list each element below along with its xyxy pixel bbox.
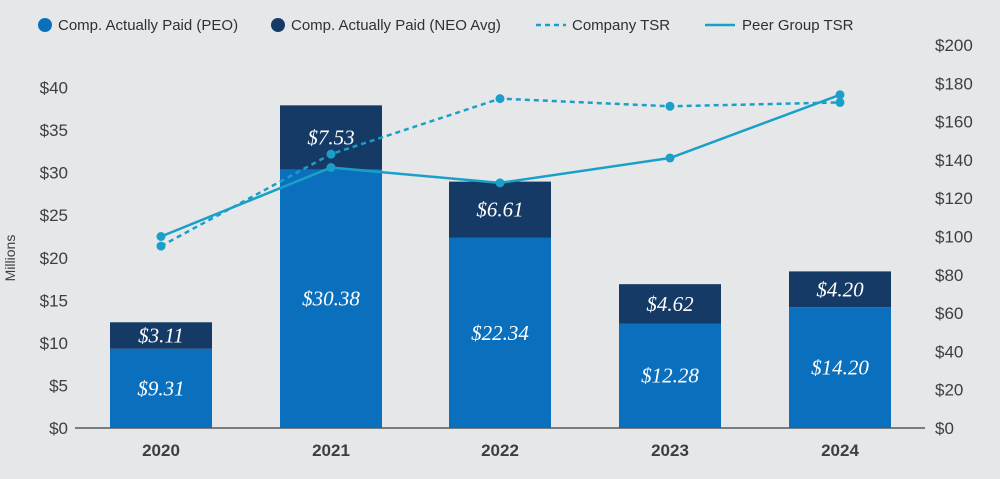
legend-label: Peer Group TSR — [742, 17, 854, 34]
bar-neo-avg — [280, 105, 382, 170]
y-tick-label: $0 — [49, 419, 68, 438]
y-tick-label: $30 — [40, 164, 68, 183]
bar-label-peo: $9.31 — [137, 376, 184, 400]
y-tick-label: $15 — [40, 291, 68, 310]
legend-label: Comp. Actually Paid (NEO Avg) — [291, 17, 501, 34]
y2-tick-label: $80 — [935, 266, 963, 285]
bar-neo-avg — [789, 271, 891, 308]
y2-tick-label: $100 — [935, 228, 973, 247]
bar-label-neo-avg: $4.62 — [646, 292, 694, 316]
bar-neo-avg — [449, 181, 551, 238]
bar-label-peo: $22.34 — [471, 321, 529, 345]
x-tick-label: 2021 — [312, 441, 350, 460]
legend-swatch — [38, 18, 52, 32]
peer-group-tsr-point — [495, 178, 505, 188]
legend: Comp. Actually Paid (PEO) Comp. Actually … — [38, 17, 854, 34]
y2-tick-label: $120 — [935, 189, 973, 208]
peer-group-tsr-point — [156, 232, 166, 241]
bar-peo — [619, 323, 721, 428]
y2-tick-label: $180 — [935, 74, 973, 93]
bar-neo-avg — [110, 322, 212, 349]
y-tick-label: $35 — [40, 121, 68, 140]
company-tsr-point — [665, 101, 675, 111]
x-tick-label: 2022 — [481, 441, 519, 460]
x-tick-label: 2020 — [142, 441, 180, 460]
tsr-lines — [156, 90, 845, 251]
y-axis-label: Millions — [2, 235, 18, 282]
y2-tick-label: $40 — [935, 342, 963, 361]
y2-axis-ticks: $0 $20 $40 $60 $80 $100 $120 $140 $160 $180 $200 — [935, 36, 973, 438]
bar-label-peo: $30.38 — [302, 287, 360, 311]
legend-label: Comp. Actually Paid (PEO) — [58, 17, 238, 34]
peer-group-tsr-point — [326, 163, 336, 173]
bar-peo — [110, 348, 212, 428]
y2-tick-label: $0 — [935, 419, 954, 438]
bars: $9.31 $3.11 $30.38 $7.53 $22.34 $6.61 $12.28 $4… — [110, 105, 891, 429]
legend-label: Company TSR — [572, 17, 670, 34]
y-tick-label: $5 — [49, 376, 68, 395]
bar-peo — [280, 169, 382, 429]
peer-group-tsr-point — [665, 153, 675, 163]
y-tick-label: $40 — [40, 79, 68, 98]
bar-label-neo-avg: $7.53 — [307, 125, 354, 149]
bar-label-neo-avg: $4.20 — [816, 277, 864, 301]
bar-label-neo-avg: $6.61 — [476, 198, 523, 222]
bar-peo — [449, 237, 551, 428]
company-tsr-point — [156, 241, 166, 251]
y2-tick-label: $140 — [935, 151, 973, 170]
y2-tick-label: $60 — [935, 304, 963, 323]
bar-label-peo: $12.28 — [641, 364, 699, 388]
y-axis-ticks: $0 $5 $10 $15 $20 $25 $30 $35 $40 — [40, 79, 68, 438]
company-tsr-point — [835, 97, 845, 107]
peer-group-tsr-point — [835, 90, 845, 100]
y-tick-label: $20 — [40, 249, 68, 268]
bar-peo — [789, 307, 891, 428]
x-tick-label: 2024 — [821, 441, 859, 460]
legend-swatch — [271, 18, 285, 32]
y2-tick-label: $20 — [935, 381, 963, 400]
company-tsr-point — [495, 94, 505, 104]
y2-tick-label: $160 — [935, 113, 973, 132]
bar-label-peo: $14.20 — [811, 356, 869, 380]
y-tick-label: $25 — [40, 206, 68, 225]
y2-tick-label: $200 — [935, 36, 973, 55]
x-tick-label: 2023 — [651, 441, 689, 460]
x-axis-ticks: 2020 2021 2022 2023 2024 — [142, 441, 859, 460]
y-tick-label: $10 — [40, 334, 68, 353]
bar-neo-avg — [619, 284, 721, 324]
bar-label-neo-avg: $3.11 — [138, 324, 184, 348]
company-tsr-point — [326, 149, 336, 159]
